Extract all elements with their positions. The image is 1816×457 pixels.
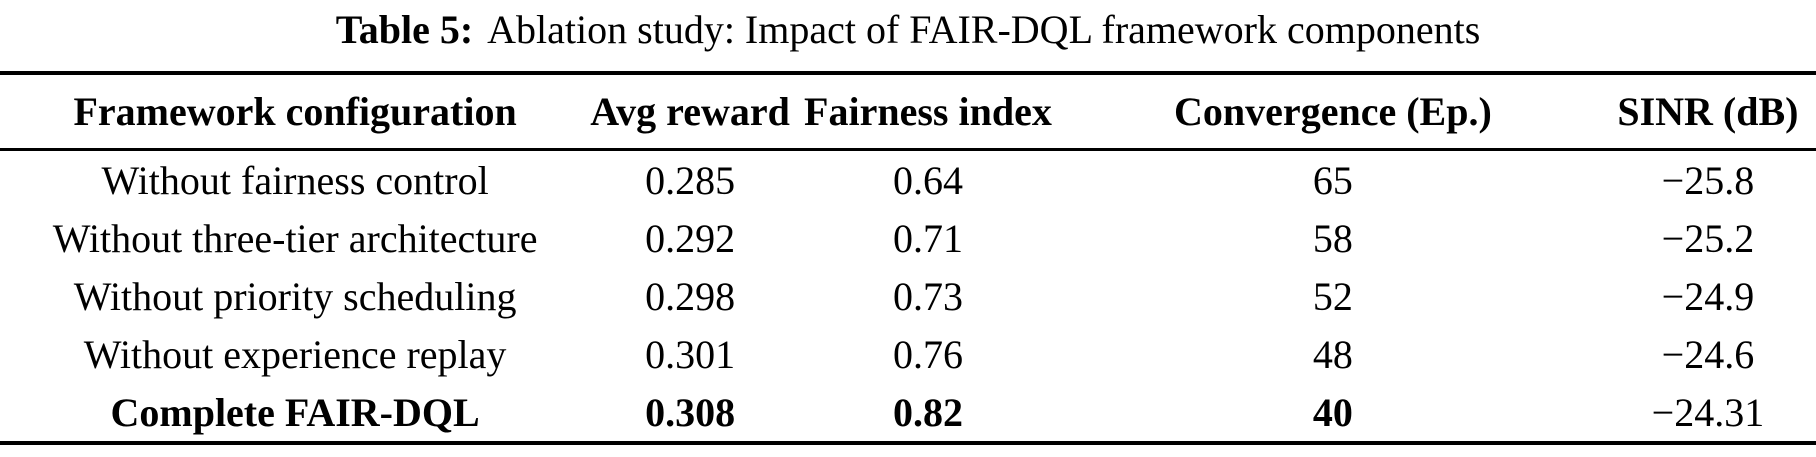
cell-sinr-db: −24.31 <box>1651 389 1765 435</box>
cell-fairness-index: 0.73 <box>892 273 963 319</box>
cell-sinr-db: −24.9 <box>1661 273 1755 319</box>
cell-avg-reward: 0.285 <box>645 157 736 203</box>
cell-avg-reward: 0.308 <box>645 389 736 435</box>
ablation-table: Framework configuration Avg reward Fairn… <box>0 71 1816 445</box>
cell-sinr-db: −25.8 <box>1661 157 1755 203</box>
cell-convergence-ep: 40 <box>1312 389 1353 435</box>
column-header-convergence-ep: Convergence (Ep.) <box>1065 73 1600 151</box>
cell-fairness-index: 0.76 <box>892 331 963 377</box>
column-header-framework-configuration: Framework configuration <box>0 73 591 151</box>
table-row-complete-fair-dql: Complete FAIR-DQL 0.308 0.82 40 −24.31 <box>0 383 1816 443</box>
cell-avg-reward: 0.292 <box>645 215 736 261</box>
cell-convergence-ep: 48 <box>1312 331 1353 377</box>
cell-fairness-index: 0.82 <box>892 389 963 435</box>
cell-sinr-db: −24.6 <box>1661 331 1755 377</box>
column-header-sinr-db: SINR (dB) <box>1599 73 1816 151</box>
cell-config: Without fairness control <box>101 157 489 203</box>
cell-avg-reward: 0.301 <box>645 331 736 377</box>
cell-convergence-ep: 58 <box>1312 215 1353 261</box>
table-caption: Table 5: Ablation study: Impact of FAIR-D… <box>0 0 1816 55</box>
cell-sinr-db: −25.2 <box>1661 215 1755 261</box>
table-row: Without three-tier architecture 0.292 0.… <box>0 209 1816 267</box>
column-header-avg-reward: Avg reward <box>590 73 790 151</box>
cell-convergence-ep: 65 <box>1312 157 1353 203</box>
header-row: Framework configuration Avg reward Fairn… <box>0 73 1816 151</box>
caption-label: Table 5: <box>335 7 474 52</box>
cell-avg-reward: 0.298 <box>645 273 736 319</box>
cell-fairness-index: 0.71 <box>892 215 963 261</box>
column-header-fairness-index: Fairness index <box>789 73 1066 151</box>
cell-config: Without priority scheduling <box>73 273 517 319</box>
cell-fairness-index: 0.64 <box>892 157 963 203</box>
table-row: Without experience replay 0.301 0.76 48 … <box>0 325 1816 383</box>
cell-config: Complete FAIR-DQL <box>110 389 480 435</box>
table-row: Without priority scheduling 0.298 0.73 5… <box>0 267 1816 325</box>
cell-convergence-ep: 52 <box>1312 273 1353 319</box>
caption-text: Ablation study: Impact of FAIR-DQL frame… <box>487 7 1481 52</box>
cell-config: Without three-tier architecture <box>52 215 538 261</box>
table-row: Without fairness control 0.285 0.64 65 −… <box>0 150 1816 210</box>
cell-config: Without experience replay <box>83 331 507 377</box>
